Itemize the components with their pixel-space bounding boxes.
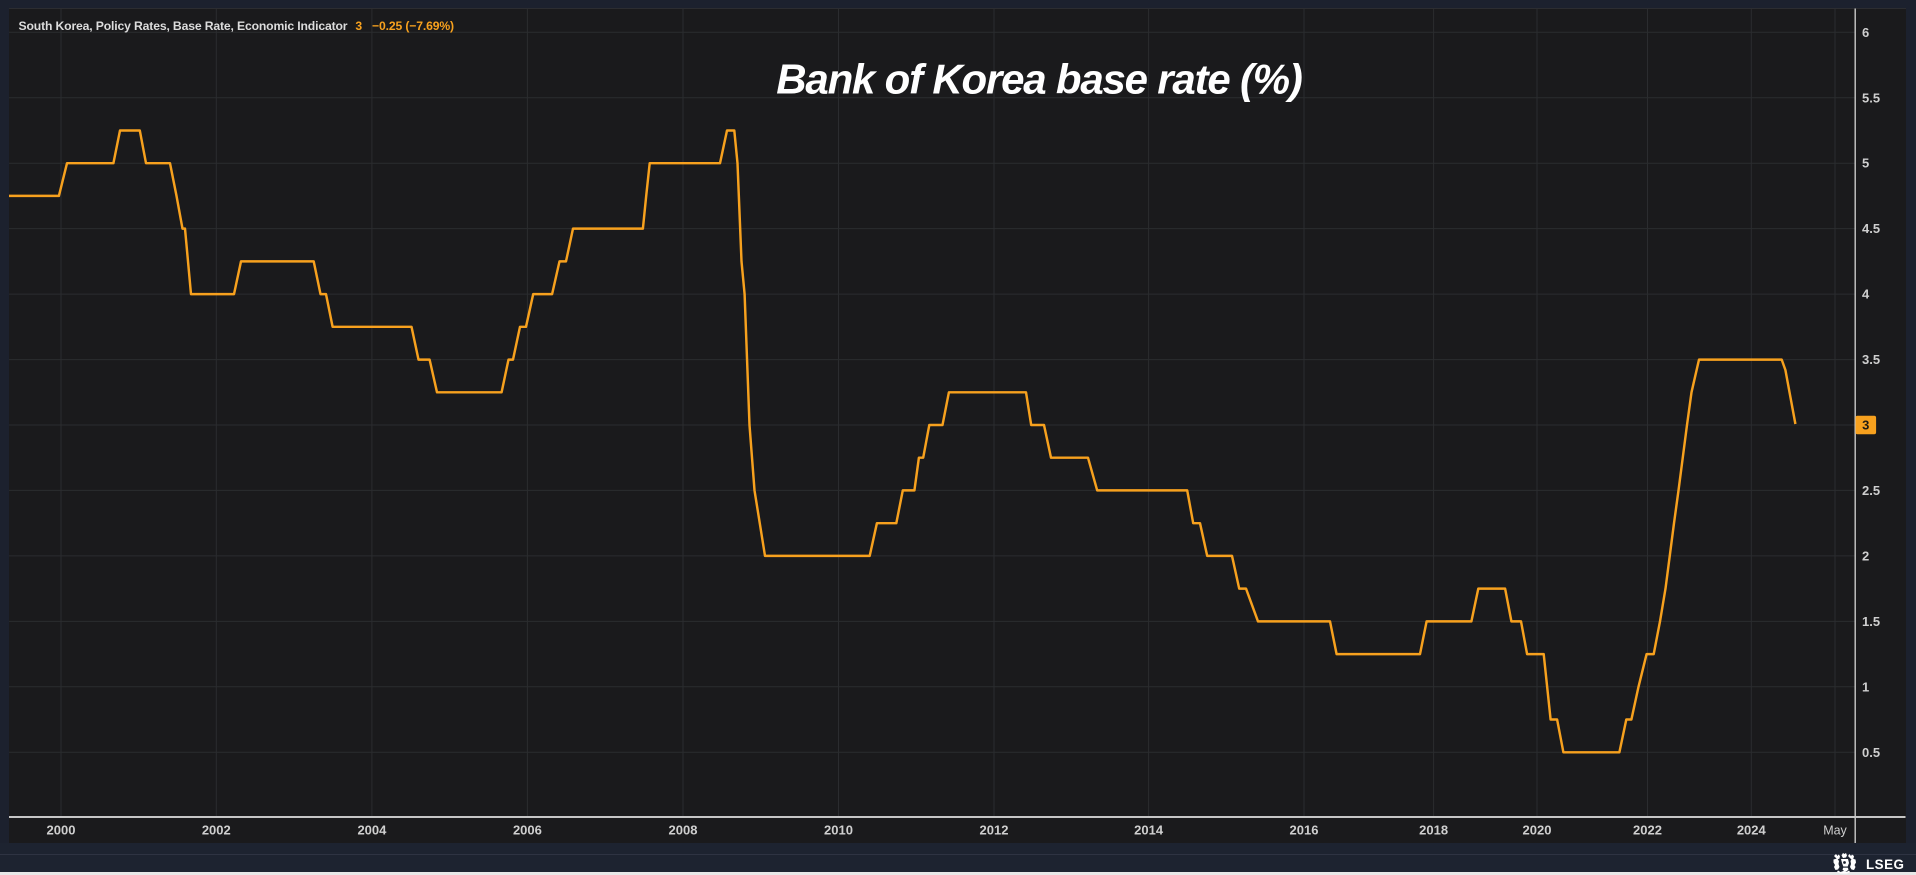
svg-text:2012: 2012 [980,823,1009,838]
svg-text:6: 6 [1862,25,1869,40]
svg-text:2000: 2000 [47,823,76,838]
svg-text:5: 5 [1862,156,1869,171]
svg-text:5.5: 5.5 [1862,90,1880,105]
svg-text:LSEG: LSEG [1866,857,1904,872]
svg-text:1: 1 [1862,679,1869,694]
svg-text:2016: 2016 [1290,823,1319,838]
svg-text:3.5: 3.5 [1862,352,1880,367]
svg-text:2024: 2024 [1737,823,1767,838]
svg-text:2004: 2004 [357,823,387,838]
svg-text:Bank of Korea base rate (%): Bank of Korea base rate (%) [776,56,1302,103]
svg-text:2: 2 [1862,548,1869,563]
svg-text:2008: 2008 [669,823,698,838]
svg-text:1.5: 1.5 [1862,614,1880,629]
svg-text:2018: 2018 [1419,823,1448,838]
svg-text:May: May [1823,824,1847,838]
svg-text:2006: 2006 [513,823,542,838]
svg-text:0.5: 0.5 [1862,745,1880,760]
svg-text:4.5: 4.5 [1862,221,1880,236]
svg-text:South Korea, Policy Rates, Bas: South Korea, Policy Rates, Base Rate, Ec… [19,19,455,33]
svg-text:2010: 2010 [824,823,853,838]
svg-text:2.5: 2.5 [1862,483,1880,498]
svg-text:3: 3 [1862,418,1869,433]
svg-text:2002: 2002 [202,823,231,838]
svg-text:2022: 2022 [1633,823,1662,838]
svg-text:4: 4 [1862,287,1870,302]
svg-text:2020: 2020 [1523,823,1552,838]
svg-text:2014: 2014 [1134,823,1164,838]
